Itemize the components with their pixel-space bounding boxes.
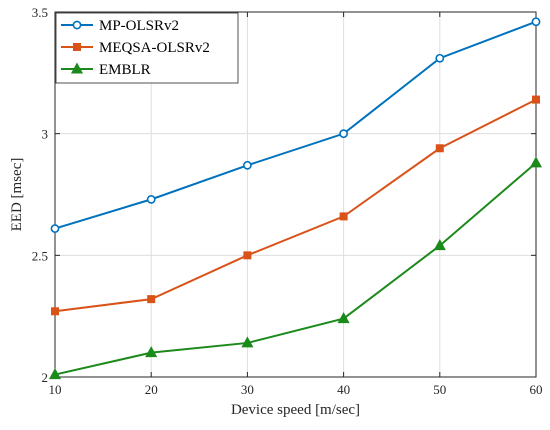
data-point-mp-olsrv2: [50, 224, 60, 233]
y-tick-label: 2: [42, 370, 49, 385]
legend-label-meqsa-olsrv2: MEQSA-OLSRv2: [99, 40, 210, 56]
data-point-meqsa-olsrv2: [339, 212, 348, 221]
legend-label-mp-olsrv2: MP-OLSRv2: [99, 18, 179, 34]
series-group: [48, 17, 543, 380]
x-tick-label: 10: [49, 382, 62, 397]
series-line-emblr: [54, 162, 537, 376]
y-tick-label: 3: [42, 127, 49, 142]
legend-marker-mp-olsrv2: [72, 20, 82, 30]
data-point-meqsa-olsrv2: [51, 307, 59, 316]
legend: MP-OLSRv2 MEQSA-OLSRv2 EMBLR: [55, 12, 239, 84]
data-point-mp-olsrv2: [531, 17, 541, 27]
data-point-meqsa-olsrv2: [147, 295, 156, 304]
data-point-meqsa-olsrv2: [435, 144, 444, 153]
legend-marker-meqsa-olsrv2: [73, 43, 81, 51]
data-point-mp-olsrv2: [435, 53, 445, 63]
data-point-emblr: [145, 346, 158, 358]
x-tick-label: 60: [530, 382, 543, 397]
data-point-emblr: [48, 368, 62, 380]
y-axis-label: EED [msec]: [9, 158, 25, 232]
data-point-emblr: [529, 156, 543, 168]
data-point-emblr: [337, 312, 350, 324]
data-point-mp-olsrv2: [242, 160, 252, 170]
series-line-meqsa-olsrv2: [54, 98, 537, 313]
legend-label-emblr: EMBLR: [99, 62, 151, 78]
plot-frame: [54, 11, 537, 378]
data-point-emblr: [433, 239, 446, 251]
y-tick-label: 3.5: [32, 5, 48, 20]
x-tick-label: 20: [145, 382, 158, 397]
data-point-emblr: [241, 336, 254, 348]
data-point-mp-olsrv2: [339, 129, 348, 139]
x-tick-label: 30: [241, 382, 254, 397]
x-tick-label: 40: [337, 382, 350, 397]
data-point-mp-olsrv2: [146, 194, 156, 204]
series-emblr: [48, 156, 543, 380]
x-tick-label: 50: [433, 382, 446, 397]
data-point-meqsa-olsrv2: [243, 251, 252, 260]
series-line-mp-olsrv2: [54, 20, 537, 230]
data-point-meqsa-olsrv2: [532, 95, 540, 104]
series-meqsa-olsrv2: [51, 95, 540, 316]
x-axis-label: Device speed [m/sec]: [231, 402, 360, 418]
legend-marker-emblr: [70, 62, 84, 74]
series-mp-olsrv2: [50, 17, 541, 233]
y-tick-label: 2.5: [32, 248, 48, 263]
